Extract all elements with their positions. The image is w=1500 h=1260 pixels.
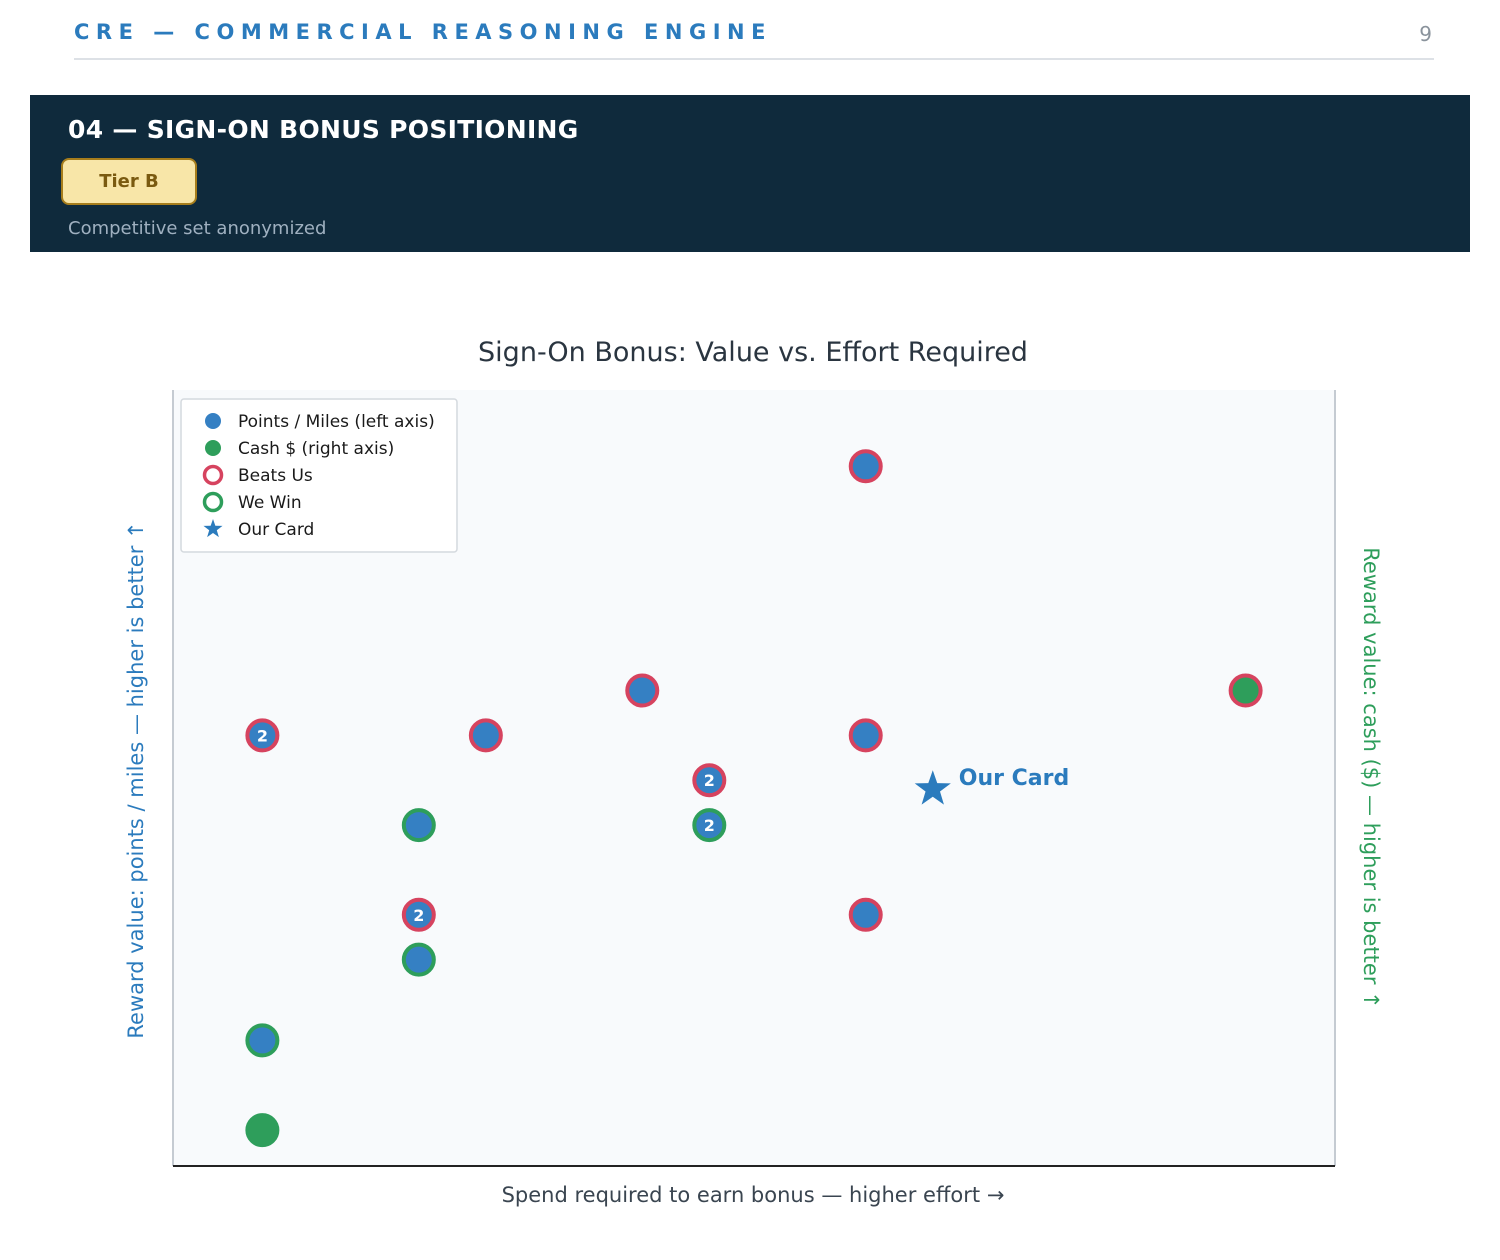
section-title: 04 — SIGN-ON BONUS POSITIONING (68, 115, 579, 144)
section-banner: 04 — SIGN-ON BONUS POSITIONING Tier B Co… (30, 95, 1470, 252)
legend-label-2: Cash $ (right axis) (238, 439, 394, 459)
data-point-8 (625, 673, 660, 708)
legend-label-3: Beats Us (238, 466, 313, 486)
chart-title: Sign-On Bonus: Value vs. Effort Required (478, 337, 1028, 368)
data-point-9 (692, 763, 727, 798)
points-layer: 2 2 2 2 Our Card (245, 449, 1263, 1148)
data-point-5 (401, 897, 436, 932)
our-card-label: Our Card (959, 766, 1069, 791)
data-point-count-1: 2 (257, 726, 268, 745)
data-point-4 (401, 808, 436, 843)
y-axis-label-right: Reward value: cash ($) — higher is bette… (1359, 547, 1383, 1008)
data-point-13 (848, 897, 883, 932)
our-card-star (914, 770, 951, 805)
data-point-10 (692, 808, 727, 843)
data-point-14 (1228, 673, 1263, 708)
data-point-count-9: 2 (704, 771, 715, 790)
data-point-6 (401, 942, 436, 977)
legend-box (180, 398, 458, 553)
data-point-3 (245, 1113, 280, 1148)
legend-marker-star (203, 519, 223, 538)
data-point-2 (245, 1023, 280, 1058)
legend-marker-we-win (202, 491, 224, 513)
legend-label-1: Points / Miles (left axis) (238, 412, 435, 432)
data-point-count-5: 2 (413, 906, 424, 925)
data-point-7 (468, 718, 503, 753)
legend-marker-cash (205, 440, 221, 456)
y-axis-label-left: Reward value: points / miles — higher is… (124, 521, 148, 1038)
legend-marker-beats-us (202, 464, 224, 486)
legend: Points / Miles (left axis) Cash $ (right … (180, 398, 458, 553)
x-axis-label: Spend required to earn bonus — higher ef… (502, 1183, 1005, 1207)
page-number: 9 (1419, 22, 1432, 46)
brand-title: CRE — COMMERCIAL REASONING ENGINE (74, 20, 772, 44)
legend-marker-points (205, 413, 221, 429)
data-point-11 (848, 449, 883, 484)
top-bar: CRE — COMMERCIAL REASONING ENGINE 9 (74, 0, 1434, 60)
legend-label-5: Our Card (238, 520, 314, 540)
legend-label-4: We Win (238, 493, 302, 513)
section-subtitle: Competitive set anonymized (68, 218, 327, 239)
data-point-12 (848, 718, 883, 753)
tier-badge: Tier B (61, 158, 197, 205)
data-point-1 (245, 718, 280, 753)
data-point-count-10: 2 (704, 816, 715, 835)
